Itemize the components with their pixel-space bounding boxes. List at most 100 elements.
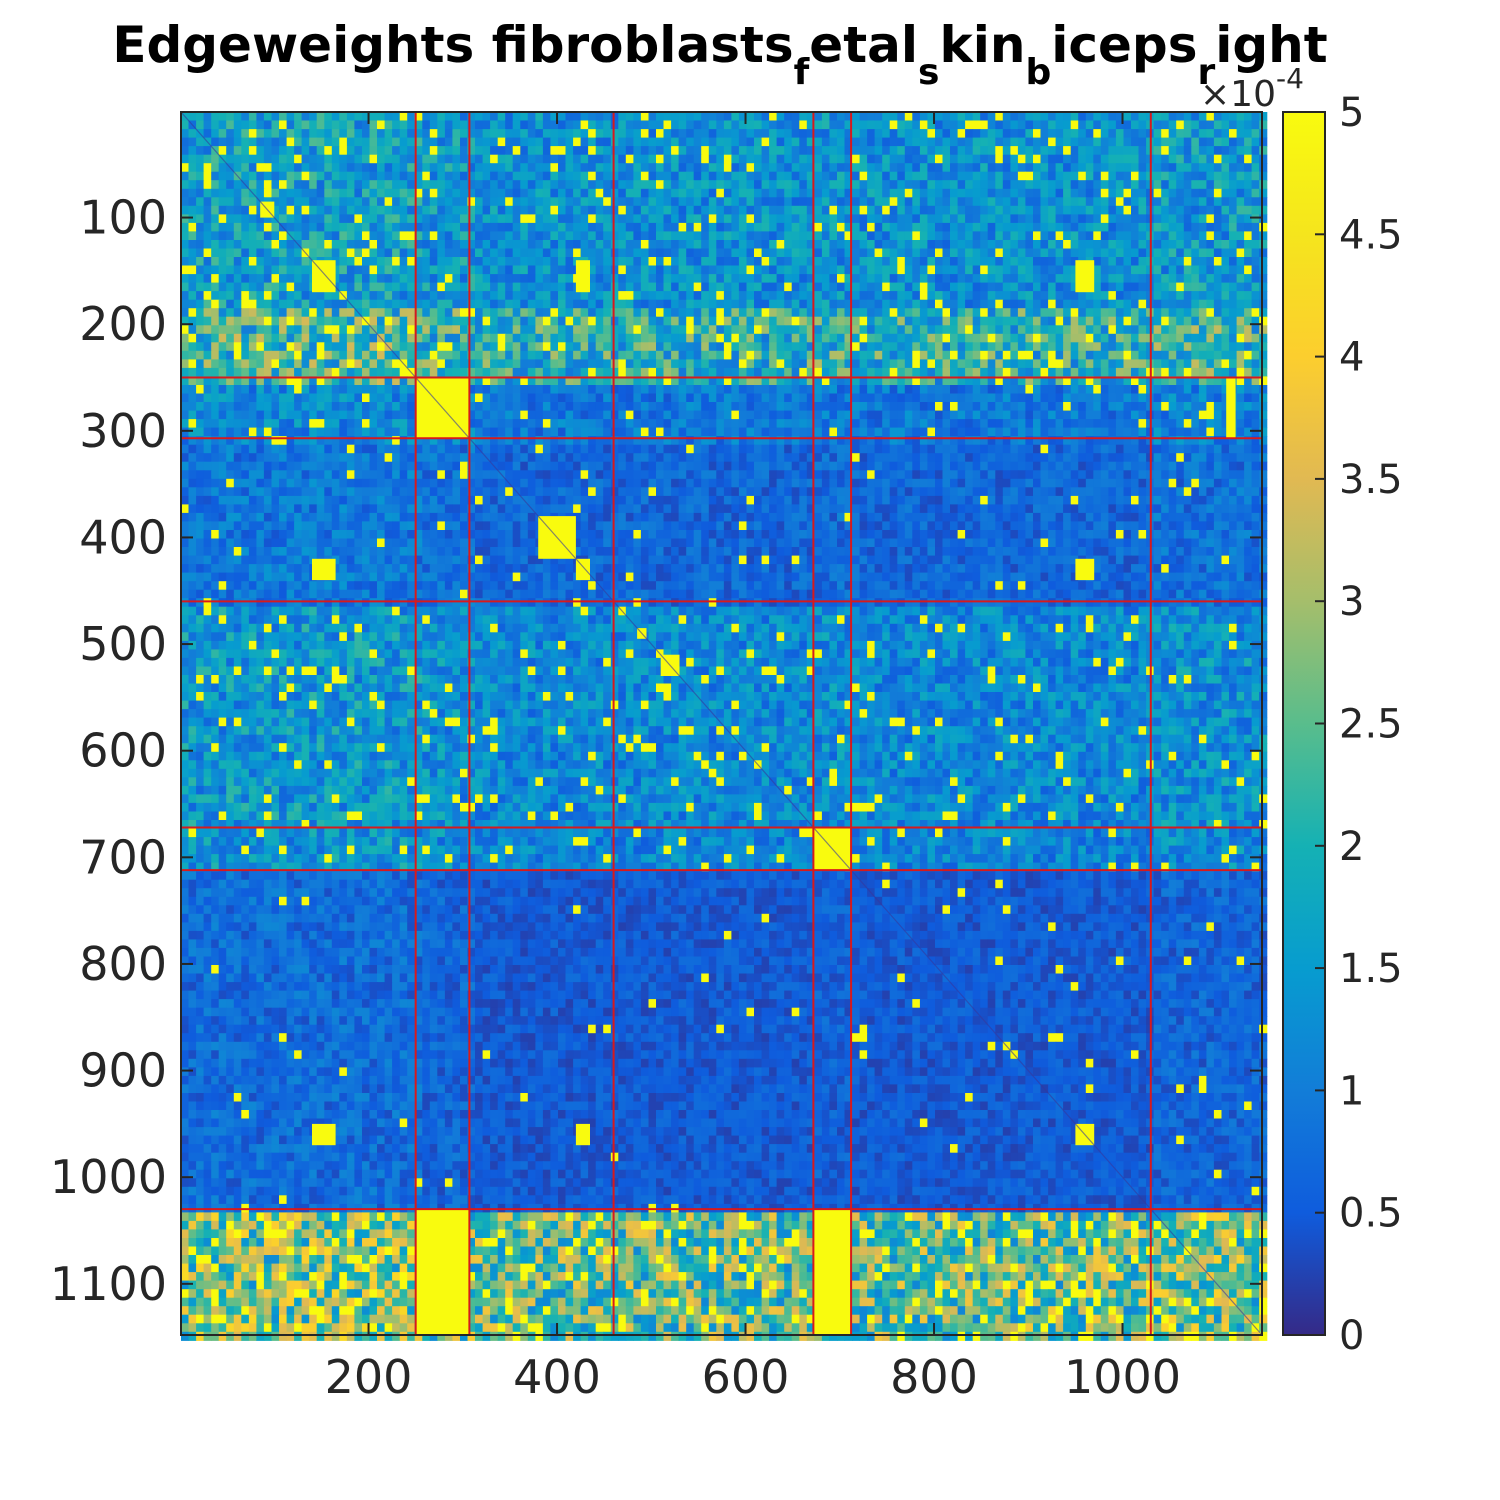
heatmap-cell <box>1093 300 1101 309</box>
heatmap-cell <box>747 214 755 223</box>
heatmap-cell <box>294 394 302 403</box>
heatmap-cell <box>867 317 875 326</box>
heatmap-cell <box>430 308 438 317</box>
heatmap-cell <box>1259 334 1267 343</box>
heatmap-cell <box>897 274 905 283</box>
heatmap-cell <box>747 266 755 275</box>
heatmap-cell <box>513 291 521 300</box>
heatmap-cell <box>181 163 189 172</box>
heatmap-cell <box>1131 325 1139 334</box>
heatmap-cell <box>445 189 453 198</box>
heatmap-cell <box>867 129 875 138</box>
heatmap-cell <box>219 300 227 309</box>
heatmap-cell <box>701 283 709 292</box>
heatmap-cell <box>264 172 272 181</box>
heatmap-cell <box>1041 180 1049 189</box>
heatmap-cell <box>535 317 543 326</box>
heatmap-cell <box>1244 129 1252 138</box>
heatmap-cell <box>264 146 272 155</box>
heatmap-cell <box>694 206 702 215</box>
heatmap-cell <box>189 308 197 317</box>
heatmap-cell <box>196 325 204 334</box>
heatmap-cell <box>581 129 589 138</box>
heatmap-cell <box>513 351 521 360</box>
heatmap-cell <box>377 291 385 300</box>
heatmap-cell <box>626 308 634 317</box>
heatmap-cell <box>829 240 837 249</box>
heatmap-cell <box>814 266 822 275</box>
heatmap-cell <box>445 257 453 266</box>
heatmap-cell <box>1131 223 1139 232</box>
heatmap-cell <box>1010 385 1018 394</box>
heatmap-cell <box>279 112 287 121</box>
heatmap-cell <box>437 206 445 215</box>
heatmap-cell <box>422 308 430 317</box>
heatmap-cell <box>633 274 641 283</box>
heatmap-cell <box>1214 231 1222 240</box>
heatmap-cell <box>520 351 528 360</box>
heatmap-cell <box>294 283 302 292</box>
heatmap-cell <box>1131 308 1139 317</box>
heatmap-cell <box>837 155 845 164</box>
heatmap-cell <box>264 334 272 343</box>
heatmap-cell <box>822 249 830 258</box>
heatmap-cell <box>980 325 988 334</box>
heatmap-cell <box>1086 249 1094 258</box>
heatmap-cell <box>1108 189 1116 198</box>
heatmap-cell <box>196 300 204 309</box>
heatmap-cell <box>460 334 468 343</box>
heatmap-cell <box>279 334 287 343</box>
heatmap-cell <box>664 189 672 198</box>
heatmap-cell <box>731 308 739 317</box>
heatmap-cell <box>256 359 264 368</box>
heatmap-cell <box>573 368 581 377</box>
heatmap-cell <box>1041 163 1049 172</box>
heatmap-cell <box>264 291 272 300</box>
heatmap-cell <box>709 180 717 189</box>
heatmap-cell <box>1176 180 1184 189</box>
heatmap-cell <box>558 317 566 326</box>
heatmap-cell <box>505 197 513 206</box>
heatmap-cell <box>973 257 981 266</box>
heatmap-cell <box>226 308 234 317</box>
heatmap-cell <box>882 197 890 206</box>
heatmap-cell <box>671 112 679 121</box>
heatmap-cell <box>294 180 302 189</box>
heatmap-cell <box>1093 138 1101 147</box>
heatmap-cell <box>1222 155 1230 164</box>
heatmap-cell <box>912 394 920 403</box>
heatmap-cell <box>573 249 581 258</box>
heatmap-cell <box>656 266 664 275</box>
heatmap-cell <box>837 283 845 292</box>
heatmap-cell <box>596 351 604 360</box>
heatmap-cell <box>1139 385 1147 394</box>
heatmap-cell <box>181 121 189 130</box>
heatmap-cell <box>181 206 189 215</box>
heatmap-cell <box>317 146 325 155</box>
heatmap-cell <box>860 359 868 368</box>
heatmap-cell <box>1229 283 1237 292</box>
heatmap-cell <box>988 223 996 232</box>
heatmap-cell <box>1191 240 1199 249</box>
heatmap-cell <box>1124 112 1132 121</box>
heatmap-cell <box>1244 214 1252 223</box>
heatmap-cell <box>498 325 506 334</box>
heatmap-cell <box>1139 223 1147 232</box>
heatmap-cell <box>649 155 657 164</box>
heatmap-cell <box>1003 223 1011 232</box>
heatmap-cell <box>588 223 596 232</box>
heatmap-cell <box>1108 257 1116 266</box>
heatmap-cell <box>520 121 528 130</box>
heatmap-cell <box>490 342 498 351</box>
heatmap-cell <box>1199 274 1207 283</box>
heatmap-cell <box>1071 342 1079 351</box>
heatmap-cell <box>362 189 370 198</box>
heatmap-cell <box>1199 394 1207 403</box>
heatmap-cell <box>973 189 981 198</box>
heatmap-cell <box>867 121 875 130</box>
heatmap-cell <box>430 368 438 377</box>
heatmap-cell <box>272 394 280 403</box>
heatmap-cell <box>196 351 204 360</box>
heatmap-cell <box>1244 138 1252 147</box>
heatmap-cell <box>920 283 928 292</box>
